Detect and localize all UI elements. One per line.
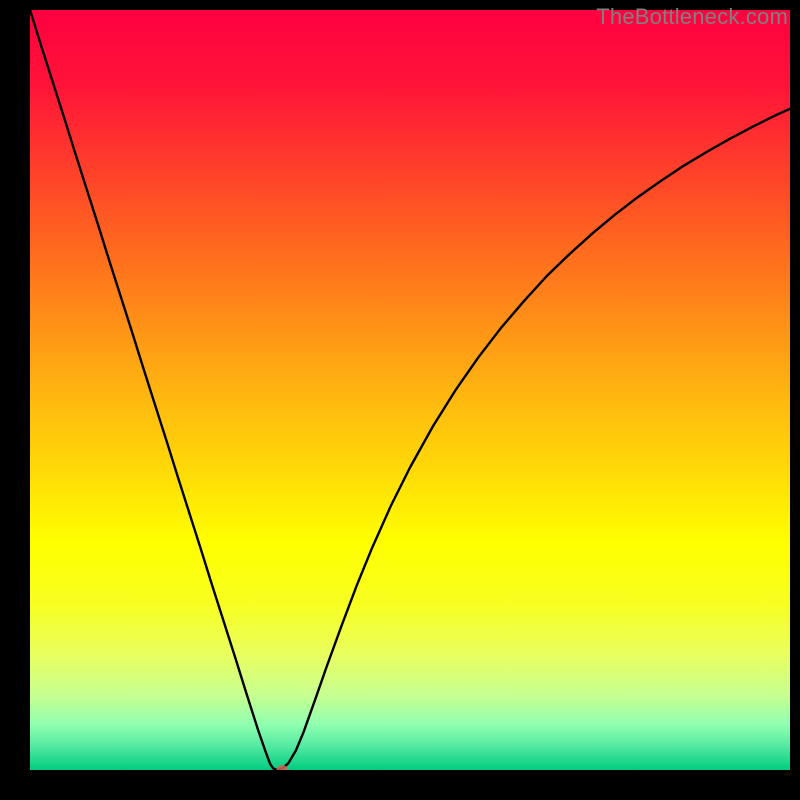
watermark-text: TheBottleneck.com	[596, 4, 788, 30]
plot-area	[30, 10, 790, 770]
bottleneck-chart	[30, 10, 790, 770]
chart-frame: TheBottleneck.com	[0, 0, 800, 800]
